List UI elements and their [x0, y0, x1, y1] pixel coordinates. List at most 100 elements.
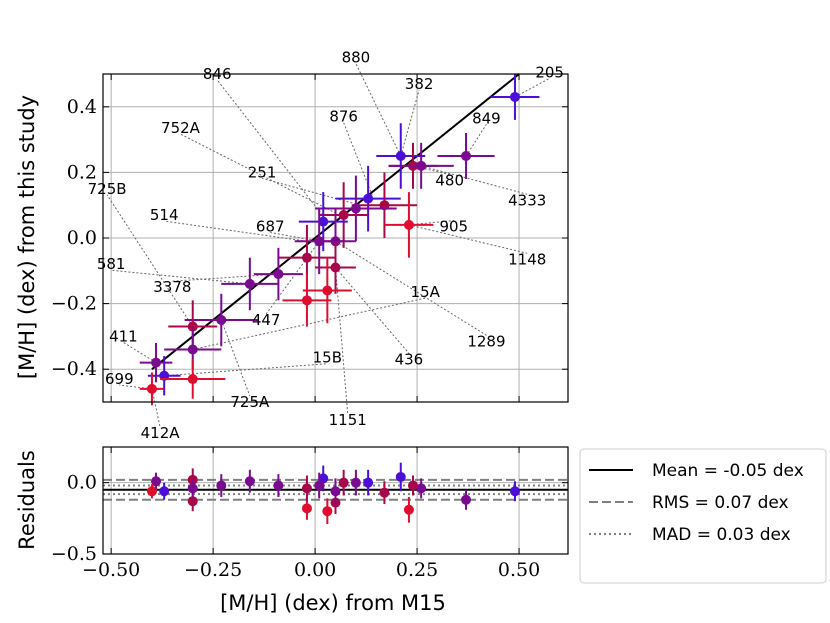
residual-point-marker-5	[395, 471, 406, 482]
residual-point-marker-22	[187, 483, 198, 494]
main-point-marker-24	[187, 374, 198, 385]
main-points	[139, 74, 540, 406]
residual-point-8	[350, 469, 361, 496]
residual-point-marker-6	[379, 487, 390, 498]
residual-point-marker-7	[363, 477, 374, 488]
legend-frame	[579, 448, 827, 584]
annotation-label-1151: 1151	[329, 411, 367, 429]
main-point-1	[376, 123, 426, 189]
residual-point-marker-3	[408, 480, 418, 491]
residual-point-9	[338, 469, 349, 496]
main-point-5	[335, 165, 401, 232]
residual-point-18	[244, 469, 255, 493]
annotation-leader-880	[355, 63, 402, 157]
residual-panel-frame	[102, 446, 569, 555]
residual-point-12	[322, 498, 333, 525]
annotation-leader-1289	[335, 240, 487, 336]
residual-point-marker-2	[416, 483, 427, 494]
main-point-marker-25	[146, 383, 157, 394]
main-annotation-leaders	[106, 63, 550, 428]
annotation-label-15A: 15A	[411, 283, 441, 301]
main-grid	[103, 74, 568, 402]
annotation-label-15B: 15B	[313, 349, 342, 367]
annotation-label-880: 880	[342, 49, 371, 67]
residual-point-19	[216, 474, 227, 497]
main-point-marker-9	[318, 216, 329, 227]
residual-point-marker-12	[322, 506, 333, 517]
annotation-leader-411	[123, 341, 157, 364]
main-point-marker-14	[330, 262, 341, 273]
main-point-0	[490, 74, 540, 120]
main-point-7	[315, 175, 397, 242]
residual-point-marker-8	[350, 477, 361, 488]
annotation-label-699: 699	[105, 370, 134, 388]
main-point-marker-2	[461, 151, 472, 161]
residual-point-16	[301, 475, 312, 502]
main-annotation-labels: 205880382846849876752A4804333251725B5146…	[88, 49, 564, 443]
annotation-leader-905	[408, 220, 454, 226]
axis-ticks: −0.50 −0.25 0.00 0.25 0.50 −0.4 −0.2 0.0 0.2 0.4 0…	[51, 74, 568, 581]
main-point-10	[384, 192, 434, 258]
main-y-axis-label: [M/H] (dex) from this study	[15, 95, 39, 379]
annotation-label-1148: 1148	[508, 250, 546, 268]
residual-point-23	[159, 482, 170, 500]
annotation-label-382: 382	[405, 75, 434, 93]
annotation-leader-447	[265, 240, 320, 315]
main-point-2	[437, 133, 495, 179]
annotation-label-412A: 412A	[141, 424, 181, 442]
legend: Mean = -0.05 dex RMS = 0.07 dex MAD = 0.…	[579, 448, 827, 584]
main-point-marker-13	[301, 252, 312, 263]
annotation-label-876: 876	[329, 108, 358, 126]
main-point-14	[315, 241, 356, 294]
annotation-label-687: 687	[256, 218, 285, 236]
residual-point-marker-14	[314, 480, 325, 491]
residual-y-tick-label-1: −0.5	[51, 543, 97, 565]
annotation-label-1289: 1289	[467, 332, 505, 350]
residual-point-1	[461, 489, 472, 510]
annotation-leader-514	[164, 220, 308, 242]
annotation-leader-15B	[164, 363, 328, 377]
annotation-label-251: 251	[248, 163, 277, 181]
residual-point-marker-4	[403, 504, 414, 515]
residual-point-5	[395, 462, 406, 492]
annotation-leader-205	[514, 77, 550, 98]
main-point-marker-5	[363, 193, 374, 204]
main-point-marker-17	[322, 285, 333, 296]
residual-point-marker-21	[187, 496, 198, 507]
annotation-leader-581	[111, 269, 250, 285]
main-y-tick-label-4: 0.4	[67, 96, 97, 118]
annotation-leader-1148	[408, 224, 528, 254]
residual-points	[146, 462, 520, 525]
annotation-label-436: 436	[395, 350, 424, 368]
residual-point-marker-25	[146, 486, 157, 497]
legend-rms-label: RMS = 0.07 dex	[652, 493, 789, 513]
annotation-leader-412A	[151, 388, 161, 428]
x-axis-label: [M/H] (dex) from M15	[220, 591, 446, 615]
residual-point-marker-15	[301, 503, 312, 514]
main-point-marker-0	[509, 91, 520, 102]
residual-point-marker-9	[338, 477, 349, 488]
residual-point-marker-24	[151, 476, 162, 487]
residual-point-marker-16	[301, 483, 312, 494]
x-tick-label-0: −0.50	[82, 559, 140, 581]
annotation-leader-849	[465, 124, 487, 157]
residual-point-24	[151, 472, 162, 490]
annotation-leader-251	[261, 177, 361, 206]
main-point-15	[253, 247, 303, 301]
annotation-label-849: 849	[472, 109, 501, 127]
annotation-label-581: 581	[97, 255, 126, 273]
annotation-leader-687	[270, 232, 320, 242]
annotation-label-411: 411	[109, 327, 138, 345]
residual-point-25	[146, 484, 157, 499]
residual-point-marker-11	[330, 486, 341, 497]
x-tick-label-3: 0.25	[396, 559, 438, 581]
legend-mean-label: Mean = -0.05 dex	[652, 461, 804, 481]
x-tick-label-4: 0.50	[498, 559, 540, 581]
main-point-4	[388, 142, 454, 189]
residual-point-17	[273, 474, 284, 497]
annotation-label-905: 905	[439, 218, 468, 236]
residual-y-axis-label: Residuals	[15, 450, 39, 550]
annotation-leader-382	[400, 89, 420, 157]
residual-point-22	[187, 479, 198, 497]
